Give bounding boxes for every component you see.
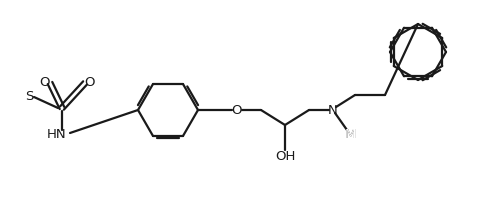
Text: O: O — [85, 75, 95, 88]
Text: S: S — [25, 90, 33, 103]
Text: O: O — [231, 103, 242, 117]
Text: HN: HN — [47, 128, 67, 141]
Text: M: M — [344, 128, 355, 141]
Text: M: M — [344, 128, 355, 141]
Text: OH: OH — [274, 150, 295, 163]
Text: N: N — [328, 103, 337, 117]
Text: O: O — [40, 75, 50, 88]
